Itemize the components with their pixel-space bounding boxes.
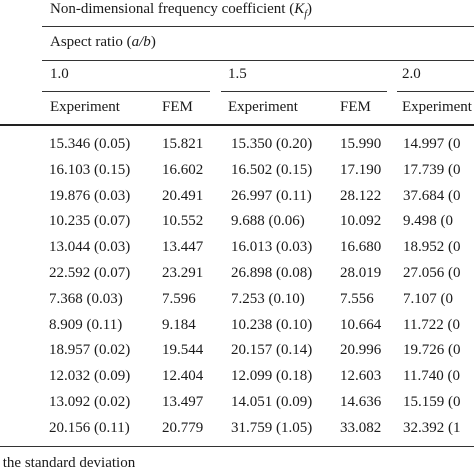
table-cell: 15.159 (0 — [403, 394, 461, 410]
table-cell: 15.821 — [162, 136, 204, 152]
table-cell: 26.898 (0.08) — [231, 265, 313, 281]
table-cell: 10.552 — [162, 213, 204, 230]
table-cell: 20.157 (0.14) — [231, 342, 313, 359]
table-cell: 11.722 (0 — [403, 316, 460, 333]
table-cell: 9.184 — [162, 316, 196, 333]
table-cell: 23.291 — [162, 265, 204, 281]
col-header-fem-2: FEM — [340, 99, 371, 115]
table-cell: 16.602 — [162, 161, 204, 178]
table-cell: 7.368 (0.03) — [49, 290, 123, 307]
table-cell: 13.044 (0.03) — [49, 239, 131, 256]
ratio-1-5: 1.5 — [228, 66, 247, 82]
table-cell: 27.056 (0 — [403, 265, 461, 281]
table-cell: 15.990 — [340, 136, 382, 152]
ratio-rule-1 — [42, 91, 210, 92]
table-cell: 19.726 (0 — [403, 342, 461, 359]
table-cell: 33.082 — [340, 419, 382, 436]
table-cell: 12.032 (0.09) — [49, 368, 131, 385]
table-row: 13.044 (0.03) 13.447 16.013 (0.03) 16.680 18… — [0, 239, 474, 265]
title-rule — [42, 26, 474, 27]
table-cell: 12.603 — [340, 368, 382, 385]
table-cell: 9.498 (0 — [403, 213, 453, 230]
table-cell: 7.556 — [340, 290, 374, 307]
table-cell: 15.350 (0.20) — [231, 136, 313, 152]
table-cell: 11.740 (0 — [403, 368, 460, 385]
table-cell: 20.996 — [340, 342, 382, 359]
col-header-experiment-3: Experiment — [402, 99, 472, 115]
table-row: 19.876 (0.03) 20.491 26.997 (0.11) 28.122 37… — [0, 188, 474, 214]
table-row: 13.092 (0.02) 13.497 14.051 (0.09) 14.636 15… — [0, 394, 474, 420]
table-cell: 32.392 (1 — [403, 419, 461, 436]
aspect-ratio-label: Aspect ratio (a/b) — [50, 34, 156, 50]
table-cell: 28.019 — [340, 265, 382, 281]
table-cell: 7.107 (0 — [403, 290, 453, 307]
table-cell: 22.592 (0.07) — [49, 265, 131, 281]
footnote: - the standard deviation — [0, 455, 135, 472]
table-row: 18.957 (0.02) 19.544 20.157 (0.14) 20.996 19… — [0, 342, 474, 368]
table-row: 7.368 (0.03) 7.596 7.253 (0.10) 7.556 7.107 … — [0, 291, 474, 317]
ratio-rule-3 — [397, 91, 474, 92]
col-header-experiment-2: Experiment — [228, 99, 298, 115]
ratio-rule-2 — [221, 91, 387, 92]
table-cell: 26.997 (0.11) — [231, 187, 312, 204]
table-cell: 10.238 (0.10) — [231, 316, 313, 333]
header-bottom-rule — [0, 124, 474, 126]
table-cell: 13.092 (0.02) — [49, 394, 131, 410]
table-cell: 20.779 — [162, 419, 204, 436]
table-row: 15.346 (0.05) 15.821 15.350 (0.20) 15.990 14… — [0, 136, 474, 162]
table-cell: 14.636 — [340, 394, 382, 410]
table-row: 20.156 (0.11) 20.779 31.759 (1.05) 33.082 32… — [0, 420, 474, 446]
table-cell: 8.909 (0.11) — [49, 316, 123, 333]
table-cell: 10.092 — [340, 213, 382, 230]
table-cell: 16.680 — [340, 239, 382, 256]
table-cell: 17.190 — [340, 161, 382, 178]
table-cell: 13.497 — [162, 394, 204, 410]
table-cell: 31.759 (1.05) — [231, 419, 313, 436]
table-bottom-rule — [0, 446, 474, 447]
table-cell: 12.099 (0.18) — [231, 368, 313, 385]
table-title: Non-dimensional frequency coefficient (K… — [50, 1, 313, 20]
table-cell: 28.122 — [340, 187, 382, 204]
table-cell: 12.404 — [162, 368, 204, 385]
table-cell: 14.051 (0.09) — [231, 394, 313, 410]
table-row: 16.103 (0.15) 16.602 16.502 (0.15) 17.190 17… — [0, 162, 474, 188]
table-cell: 17.739 (0 — [403, 161, 461, 178]
table-cell: 7.596 — [162, 290, 196, 307]
aspect-rule — [42, 60, 474, 61]
table-row: 12.032 (0.09) 12.404 12.099 (0.18) 12.603 11… — [0, 368, 474, 394]
table-cell: 10.235 (0.07) — [49, 213, 131, 230]
col-header-experiment-1: Experiment — [50, 99, 120, 115]
col-header-fem-1: FEM — [162, 99, 193, 115]
ratio-1-0: 1.0 — [50, 66, 69, 82]
ratio-2-0: 2.0 — [402, 66, 421, 82]
table-cell: 16.103 (0.15) — [49, 161, 131, 178]
table-cell: 13.447 — [162, 239, 204, 256]
table-cell: 16.013 (0.03) — [231, 239, 313, 256]
table-cell: 18.957 (0.02) — [49, 342, 131, 359]
table-cell: 16.502 (0.15) — [231, 161, 313, 178]
table-row: 22.592 (0.07) 23.291 26.898 (0.08) 28.019 27… — [0, 265, 474, 291]
table-cell: 37.684 (0 — [403, 187, 461, 204]
table-row: 8.909 (0.11) 9.184 10.238 (0.10) 10.664 11.7… — [0, 317, 474, 343]
table-cell: 10.664 — [340, 316, 382, 333]
table-cell: 20.156 (0.11) — [49, 419, 130, 436]
table-row: 10.235 (0.07) 10.552 9.688 (0.06) 10.092 9.4… — [0, 213, 474, 239]
table-cell: 19.544 — [162, 342, 204, 359]
table-cell: 20.491 — [162, 187, 204, 204]
table-cell: 18.952 (0 — [403, 239, 461, 256]
table-cell: 9.688 (0.06) — [231, 213, 305, 230]
table-cell: 19.876 (0.03) — [49, 187, 131, 204]
table-cell: 15.346 (0.05) — [49, 136, 131, 152]
table-cell: 7.253 (0.10) — [231, 290, 305, 307]
table-cell: 14.997 (0 — [403, 136, 461, 152]
